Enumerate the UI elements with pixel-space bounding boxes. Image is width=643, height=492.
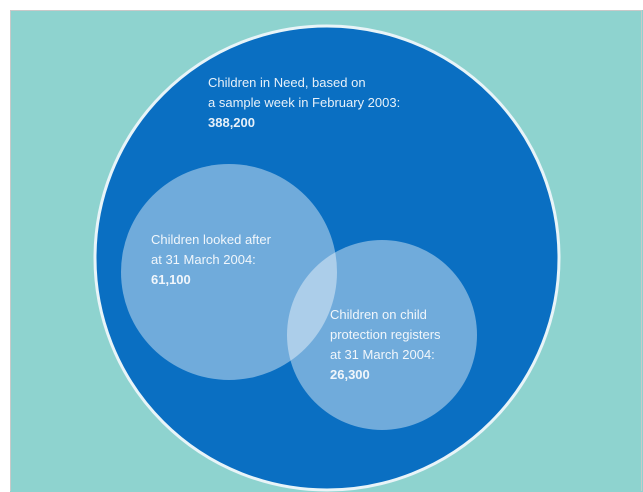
children-looked-after-text-line-2: at 31 March 2004:: [151, 252, 256, 267]
child-protection-text-line-1: Children on child: [330, 307, 427, 322]
child-protection-value: 26,300: [330, 367, 370, 382]
child-protection-label: Children on child protection registers a…: [330, 305, 441, 385]
child-protection-text-line-3: at 31 March 2004:: [330, 347, 435, 362]
children-looked-after-circle: [121, 164, 337, 380]
children-in-need-label: Children in Need, based on a sample week…: [208, 73, 400, 133]
children-in-need-circle: [93, 24, 561, 492]
children-looked-after-label: Children looked after at 31 March 2004: …: [151, 230, 271, 290]
child-protection-circle: [287, 240, 477, 430]
children-looked-after-text-line-1: Children looked after: [151, 232, 271, 247]
child-protection-text-line-2: protection registers: [330, 327, 441, 342]
children-looked-after-value: 61,100: [151, 272, 191, 287]
children-in-need-text-line-1: Children in Need, based on: [208, 75, 366, 90]
children-in-need-value: 388,200: [208, 115, 255, 130]
children-in-need-text-line-2: a sample week in February 2003:: [208, 95, 401, 110]
